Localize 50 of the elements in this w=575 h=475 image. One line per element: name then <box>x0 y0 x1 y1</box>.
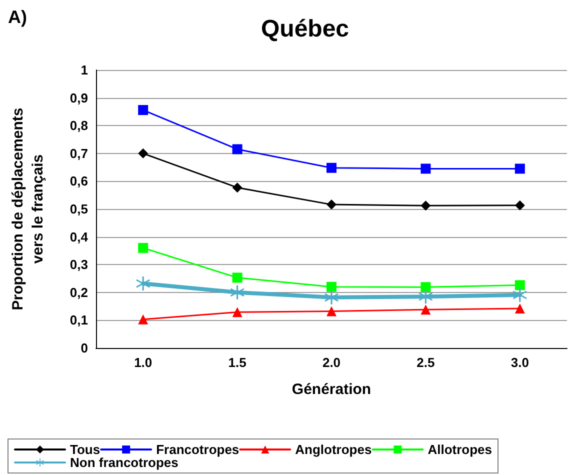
x-tick-label: 2.5 <box>416 355 435 370</box>
y-tick-label: 0,4 <box>70 229 89 244</box>
point <box>420 282 431 292</box>
y-tick-label: 1 <box>80 62 88 78</box>
x-tick-label: 3.0 <box>510 355 529 370</box>
point <box>232 182 242 193</box>
point <box>514 280 525 290</box>
x-axis-title: Génération <box>292 381 372 398</box>
point <box>232 272 242 283</box>
point <box>512 288 527 302</box>
y-tick-label: 0,2 <box>70 284 88 300</box>
point <box>514 164 525 174</box>
point <box>420 164 431 174</box>
x-tick-label: 1.0 <box>134 355 152 370</box>
y-tick-label: 0,5 <box>70 202 88 216</box>
point <box>138 242 148 253</box>
point <box>326 282 336 292</box>
point <box>326 162 336 173</box>
point <box>420 304 431 315</box>
point <box>138 314 148 324</box>
point <box>138 105 148 116</box>
point <box>230 285 244 300</box>
legend-label: Tous <box>70 442 100 457</box>
point <box>232 144 242 154</box>
legend-label: Anglotropes <box>295 442 372 457</box>
chart-title: Québec <box>260 16 350 42</box>
point <box>326 306 336 316</box>
point <box>324 290 338 304</box>
y-tick-label: 0,8 <box>70 118 88 134</box>
y-tick-label: 0,7 <box>70 146 88 161</box>
y-tick-label: 0,9 <box>70 90 88 106</box>
y-axis-title: Proportion de déplacements vers le français <box>10 108 46 310</box>
x-tick-label: 2.0 <box>322 355 341 370</box>
y-tick-label: 0 <box>80 340 88 356</box>
point <box>418 290 433 304</box>
x-tick-label: 1.5 <box>228 355 246 370</box>
point <box>136 276 150 291</box>
text: A) <box>8 7 27 27</box>
legend-label: Non francotropes <box>70 455 178 470</box>
legend-label: Francotropes <box>156 442 240 457</box>
point <box>326 200 336 210</box>
point <box>514 200 525 210</box>
point <box>232 307 242 318</box>
y-tick-label: 0,6 <box>70 174 88 189</box>
legend-label: Allotropes <box>428 442 492 457</box>
point <box>514 304 525 314</box>
point <box>138 148 148 158</box>
y-tick-label: 0,1 <box>70 312 88 328</box>
point <box>420 200 431 211</box>
y-tick-label: 0,3 <box>70 257 88 272</box>
